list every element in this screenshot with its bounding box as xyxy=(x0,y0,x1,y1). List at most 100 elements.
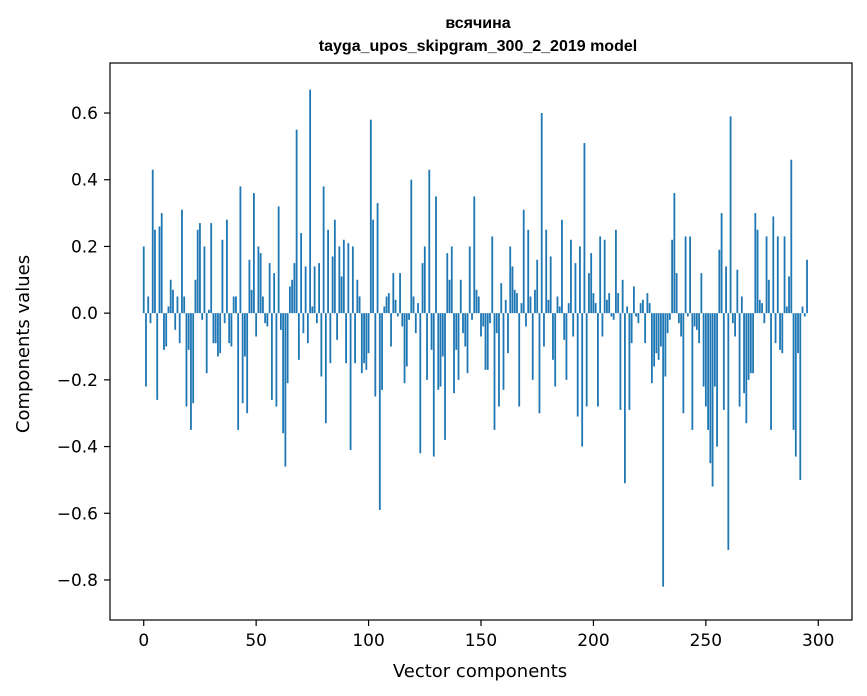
bar xyxy=(754,213,757,314)
bar xyxy=(414,313,417,334)
bar xyxy=(695,313,698,330)
bar xyxy=(633,286,635,314)
y-axis-ticks: −0.8 −0.6 −0.4 −0.2 0.0 0.2 0.4 0.6 xyxy=(57,104,110,591)
bar xyxy=(473,196,476,314)
bar xyxy=(774,313,777,344)
bar xyxy=(306,313,309,344)
bar xyxy=(558,306,561,314)
bar xyxy=(653,313,656,367)
y-tick-label: −0.6 xyxy=(57,504,98,524)
x-axis-label: Vector components xyxy=(393,661,567,682)
bar xyxy=(756,229,759,314)
bar xyxy=(736,269,739,314)
bar xyxy=(219,313,222,354)
bar xyxy=(300,233,303,314)
bar xyxy=(599,236,602,314)
bar xyxy=(248,259,251,314)
bar xyxy=(464,313,467,347)
bar xyxy=(489,313,491,324)
bar xyxy=(147,296,150,314)
bar xyxy=(779,313,781,350)
bar xyxy=(145,313,147,387)
bar xyxy=(520,303,523,314)
bar xyxy=(428,169,431,314)
bar xyxy=(538,313,541,414)
bar xyxy=(484,313,487,370)
bar xyxy=(149,313,152,324)
bar xyxy=(205,313,208,374)
bar xyxy=(448,279,451,314)
y-axis-label: Components values xyxy=(13,255,34,433)
y-tick-label: 0.4 xyxy=(71,171,98,191)
bar xyxy=(315,313,318,324)
bar xyxy=(749,313,752,374)
bar xyxy=(244,313,246,357)
bar xyxy=(608,293,611,314)
bar xyxy=(172,289,174,314)
y-tick-label: 0.0 xyxy=(71,304,98,324)
bar xyxy=(174,313,177,330)
bar xyxy=(363,313,365,364)
bar xyxy=(194,279,197,314)
bar xyxy=(713,313,716,387)
bar xyxy=(302,313,305,334)
bar xyxy=(178,313,181,344)
bar xyxy=(788,276,790,314)
bar xyxy=(212,313,215,344)
bar xyxy=(675,273,678,314)
bar xyxy=(691,313,694,430)
bar xyxy=(581,313,584,447)
bar xyxy=(680,313,683,337)
bar xyxy=(340,276,343,314)
bar xyxy=(275,313,278,407)
bar xyxy=(747,313,750,380)
chart-subtitle: tayga_upos_skipgram_300_2_2019 model xyxy=(319,38,637,55)
bar xyxy=(704,313,707,407)
bar xyxy=(491,236,494,314)
bar xyxy=(547,299,550,314)
bar xyxy=(329,313,332,364)
bar xyxy=(709,313,712,464)
bar xyxy=(293,263,296,314)
y-tick-label: 0.2 xyxy=(71,237,98,257)
bar xyxy=(752,313,754,374)
bar xyxy=(745,313,748,424)
bar xyxy=(262,296,264,314)
bar xyxy=(376,203,379,314)
bar xyxy=(504,299,507,314)
bar xyxy=(187,313,190,350)
bar xyxy=(421,263,424,314)
bar xyxy=(740,296,743,314)
bar xyxy=(482,313,485,327)
bar xyxy=(408,313,410,320)
bar xyxy=(781,313,784,354)
bar xyxy=(432,313,435,457)
bar xyxy=(612,313,615,320)
bar xyxy=(561,219,563,314)
bar xyxy=(776,236,779,314)
bar xyxy=(208,309,210,314)
bar xyxy=(446,253,449,314)
bar xyxy=(576,313,579,417)
bar xyxy=(288,286,291,314)
bar xyxy=(417,303,419,314)
bar xyxy=(729,116,732,314)
plot-frame xyxy=(109,62,853,621)
bar xyxy=(662,313,665,587)
bar xyxy=(266,313,269,327)
bar xyxy=(509,246,512,314)
bar xyxy=(486,313,489,370)
bar xyxy=(383,306,386,314)
bar xyxy=(196,229,199,314)
bar xyxy=(372,219,374,314)
bar xyxy=(228,313,231,344)
bar xyxy=(378,313,381,510)
bar xyxy=(545,229,548,314)
bar xyxy=(758,299,761,314)
x-tick-label: 250 xyxy=(690,631,722,651)
bar xyxy=(572,313,575,337)
bar xyxy=(531,313,534,380)
bar xyxy=(311,306,314,314)
bar xyxy=(381,313,383,390)
bar xyxy=(142,246,145,314)
